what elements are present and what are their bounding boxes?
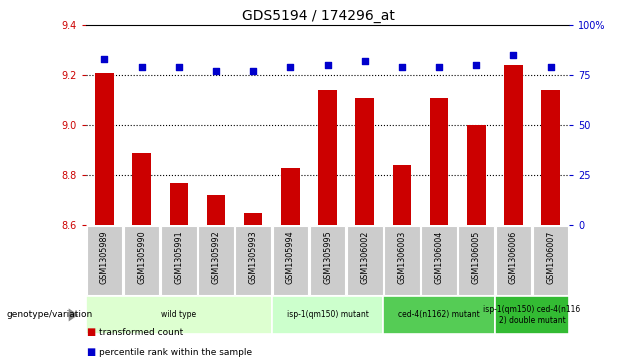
Text: ■: ■ <box>86 327 95 337</box>
Polygon shape <box>69 309 78 322</box>
Bar <box>207 195 225 225</box>
Point <box>471 62 481 68</box>
Point <box>322 62 333 68</box>
Text: GSM1306004: GSM1306004 <box>434 231 443 284</box>
Bar <box>384 226 420 295</box>
Point <box>397 65 407 70</box>
Text: GSM1306007: GSM1306007 <box>546 231 555 284</box>
Bar <box>310 226 345 295</box>
Point <box>286 65 296 70</box>
Bar <box>170 183 188 225</box>
Bar <box>347 226 383 295</box>
Bar <box>95 73 114 225</box>
Bar <box>430 98 448 225</box>
Bar <box>281 168 300 225</box>
Text: GSM1306002: GSM1306002 <box>360 231 370 284</box>
Text: isp-1(qm150) mutant: isp-1(qm150) mutant <box>287 310 368 319</box>
Point <box>174 65 184 70</box>
Bar <box>198 226 234 295</box>
Text: isp-1(qm150) ced-4(n116
2) double mutant: isp-1(qm150) ced-4(n116 2) double mutant <box>483 305 581 325</box>
Bar <box>86 296 272 334</box>
Text: percentile rank within the sample: percentile rank within the sample <box>99 348 252 356</box>
Text: GSM1306006: GSM1306006 <box>509 231 518 284</box>
Text: ced-4(n1162) mutant: ced-4(n1162) mutant <box>398 310 480 319</box>
Text: GSM1305989: GSM1305989 <box>100 231 109 284</box>
Point <box>211 68 221 74</box>
Bar <box>132 153 151 225</box>
Point <box>546 65 556 70</box>
Text: genotype/variation: genotype/variation <box>6 310 93 319</box>
Bar <box>244 213 263 225</box>
Text: GSM1305992: GSM1305992 <box>212 231 221 285</box>
Bar <box>161 226 197 295</box>
Bar <box>533 226 569 295</box>
Text: GDS5194 / 174296_at: GDS5194 / 174296_at <box>242 9 394 23</box>
Bar <box>272 296 384 334</box>
Bar <box>318 90 337 225</box>
Bar <box>541 90 560 225</box>
Text: GSM1305993: GSM1305993 <box>249 231 258 284</box>
Text: ■: ■ <box>86 347 95 357</box>
Text: GSM1305994: GSM1305994 <box>286 231 295 284</box>
Bar <box>86 226 122 295</box>
Text: GSM1305990: GSM1305990 <box>137 231 146 284</box>
Point <box>99 56 109 62</box>
Text: GSM1306003: GSM1306003 <box>398 231 406 284</box>
Point <box>248 68 258 74</box>
Bar <box>459 226 494 295</box>
Text: GSM1305995: GSM1305995 <box>323 231 332 285</box>
Point <box>434 65 444 70</box>
Point <box>137 65 147 70</box>
Text: transformed count: transformed count <box>99 328 183 337</box>
Bar <box>272 226 308 295</box>
Bar <box>495 226 531 295</box>
Text: GSM1306005: GSM1306005 <box>472 231 481 284</box>
Text: GSM1305991: GSM1305991 <box>174 231 183 284</box>
Point <box>359 58 370 64</box>
Bar <box>421 226 457 295</box>
Bar <box>467 125 485 225</box>
Bar <box>356 98 374 225</box>
Bar <box>392 165 411 225</box>
Point <box>508 52 518 58</box>
Bar <box>504 65 523 225</box>
Text: wild type: wild type <box>162 310 197 319</box>
Bar <box>124 226 160 295</box>
Bar <box>384 296 495 334</box>
Bar <box>495 296 569 334</box>
Bar <box>235 226 271 295</box>
